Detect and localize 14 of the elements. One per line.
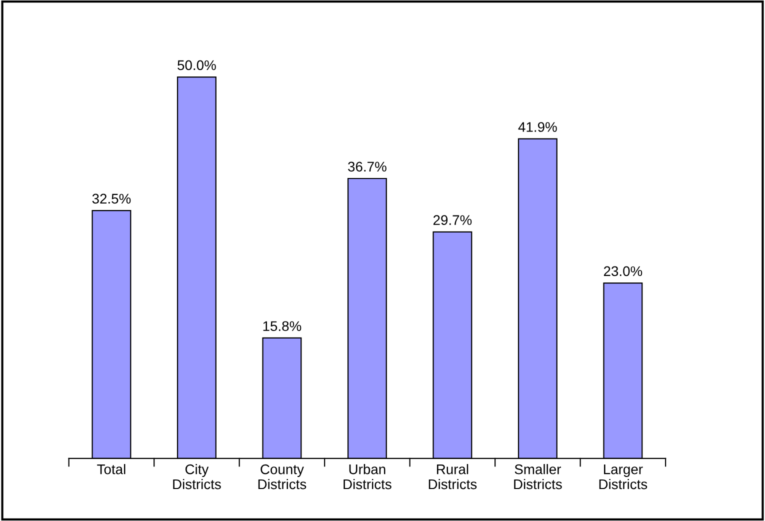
x-tick-label: County Districts — [258, 464, 306, 490]
data-label: 23.0% — [604, 266, 642, 276]
x-tick-label: Rural Districts — [428, 464, 477, 490]
data-label: 29.7% — [433, 215, 472, 225]
x-tick-label: Smaller Districts — [514, 464, 562, 490]
data-label: 36.7% — [348, 162, 386, 172]
data-label: 41.9% — [518, 122, 557, 132]
x-tick-label: Larger Districts — [599, 464, 648, 490]
x-tick-label: City Districts — [173, 464, 221, 490]
data-label: 50.0% — [178, 60, 216, 70]
x-tick-label: Total — [97, 464, 126, 474]
x-tick-label: Urban Districts — [344, 464, 392, 490]
data-label: 32.5% — [92, 194, 131, 204]
data-label: 15.8% — [263, 321, 302, 332]
